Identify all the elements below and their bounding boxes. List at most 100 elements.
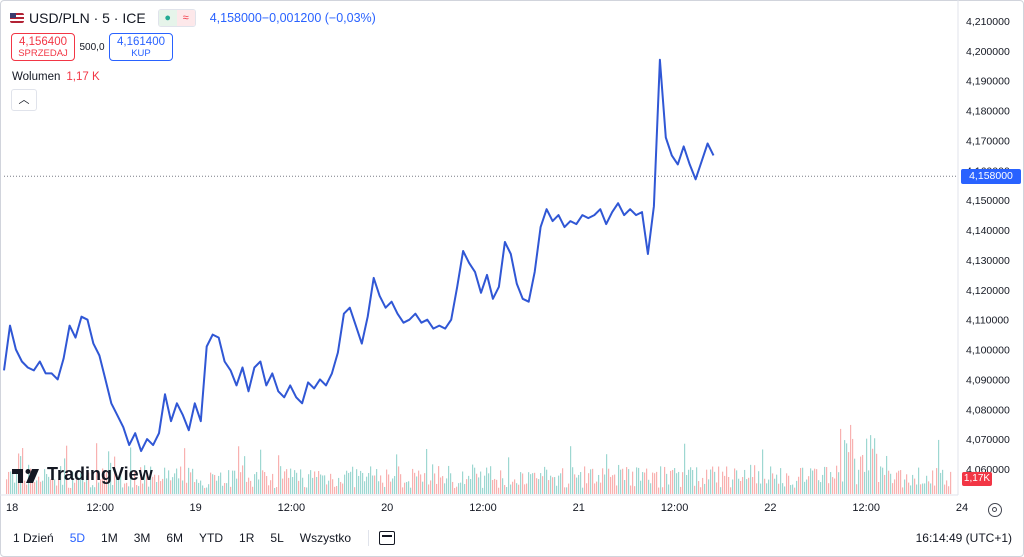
volume-bar [588,473,590,494]
range-5d[interactable]: 5D [69,531,86,545]
volume-bar [716,482,718,494]
y-tick-label: 4,150000 [966,195,1010,207]
volume-bar [864,471,866,494]
volume-bar [836,465,838,494]
volume-bar [766,483,768,494]
volume-bar [714,471,716,494]
volume-bar [860,456,862,494]
volume-bar [392,478,394,494]
volume-bar [354,487,356,494]
volume-bar [910,485,912,494]
volume-bar [752,477,754,494]
order-quantity[interactable]: 500,0 [79,41,105,53]
volume-bar [150,466,152,494]
volume-bar [698,481,700,494]
range-5y[interactable]: 5L [270,531,284,545]
volume-bar [314,471,316,494]
volume-bar [810,468,812,494]
sell-button[interactable]: 4,156400 SPRZEDAJ [11,33,75,61]
volume-bar [512,481,514,494]
range-1d[interactable]: 1 Dzień [13,531,54,545]
volume-bar [318,471,320,494]
volume-bar [68,487,70,494]
volume-bar [942,469,944,494]
volume-bar [614,474,616,494]
volume-bar [854,458,856,494]
volume-bar [370,466,372,494]
y-tick-label: 4,070000 [966,434,1010,446]
x-tick-label: 18 [6,502,18,514]
y-tick-label: 4,210000 [966,16,1010,28]
volume-bar [122,487,124,494]
volume-bar [880,466,882,494]
volume-bar [112,485,114,494]
volume-bar [86,475,88,494]
volume-bar [776,474,778,494]
range-1y[interactable]: 1R [239,531,255,545]
volume-bar [930,483,932,494]
volume-bar [338,477,340,494]
volume-bar [172,477,174,494]
volume-bar [686,474,688,494]
calendar-icon[interactable] [379,531,396,545]
volume-bar [156,482,158,494]
volume-bar [342,483,344,494]
range-6m[interactable]: 6M [166,531,184,545]
volume-bar [134,472,136,494]
volume-bar [720,487,722,494]
price-axis-label: 4,158000 [961,169,1021,184]
x-tick-label: 12:00 [469,502,497,514]
volume-bar [728,477,730,494]
volume-bar [350,471,352,494]
volume-bar [404,482,406,494]
volume-bar [34,482,36,494]
volume-bar [744,469,746,494]
volume-bar [236,478,238,494]
range-all[interactable]: Wszystko [299,531,352,545]
volume-bar [468,475,470,494]
volume-bar [754,465,756,494]
volume-bar [770,466,772,494]
volume-bar [772,473,774,494]
volume-bar [872,448,874,494]
collapse-legend-button[interactable]: ︿ [11,89,37,111]
volume-bar [454,487,456,494]
volume-bar [192,468,194,494]
tradingview-logo[interactable]: TradingView [12,464,153,485]
volume-bar [734,468,736,494]
volume-bar [890,473,892,494]
range-3m[interactable]: 3M [133,531,151,545]
clock[interactable]: 16:14:49 (UTC+1) [915,531,1012,545]
symbol-title[interactable]: USD/PLN · 5 · ICE [29,10,146,26]
volume-bar [42,480,44,494]
volume-bar [118,476,120,494]
volume-bar [524,484,526,494]
volume-bar [120,471,122,494]
volume-bar [902,487,904,494]
volume-bar [54,479,56,494]
range-ytd[interactable]: YTD [199,531,224,545]
volume-bar [180,466,182,494]
volume-bar [732,479,734,494]
market-status-pill[interactable]: ● ≈ [157,9,196,27]
volume-bar [200,480,202,494]
volume-bar [324,475,326,494]
volume-bar [320,474,322,494]
buy-button[interactable]: 4,161400 KUP [109,33,173,61]
volume-bar [142,483,144,494]
gear-icon[interactable] [988,503,1002,517]
volume-bar [558,475,560,494]
volume-bar [726,466,728,494]
volume-bar [206,487,208,494]
volume-bar [924,483,926,494]
volume-bar [58,479,60,494]
volume-bar [116,478,118,494]
volume-bar [826,467,828,494]
volume-bar [376,469,378,494]
range-1m[interactable]: 1M [101,531,118,545]
volume-bar [436,483,438,494]
volume-bar [328,480,330,494]
volume-bar [326,484,328,494]
wave-icon: ≈ [176,10,195,26]
